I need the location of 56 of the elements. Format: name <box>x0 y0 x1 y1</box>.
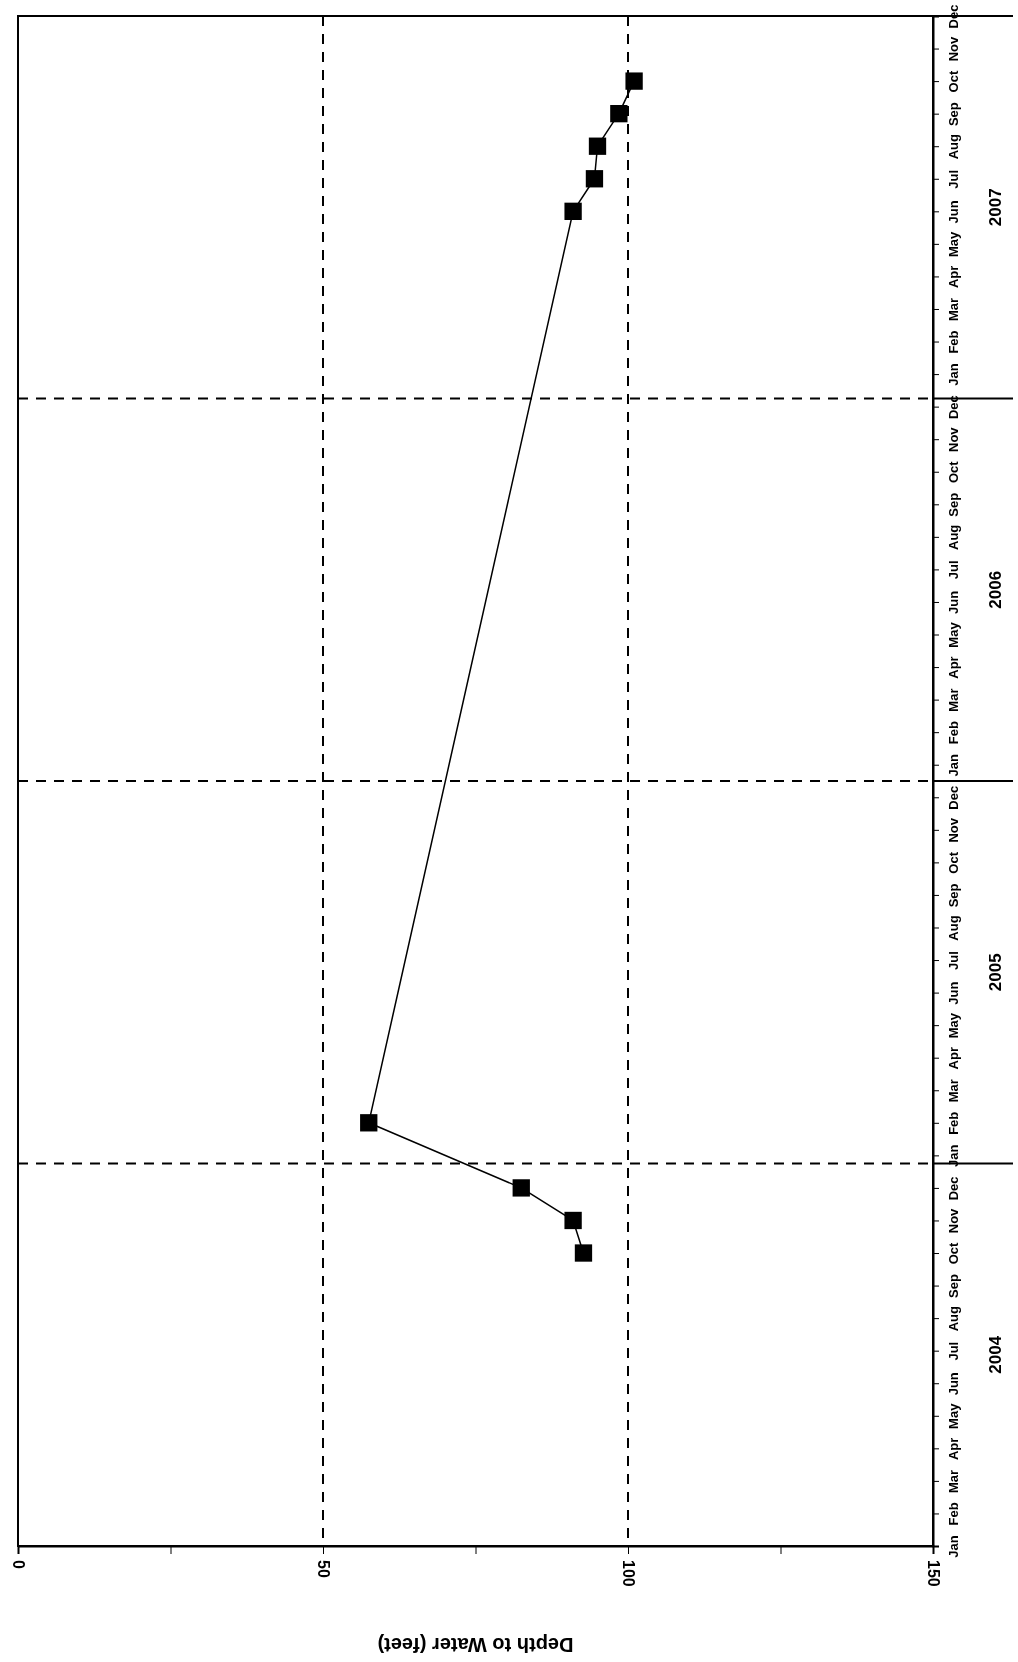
y-tick-label: Feb <box>945 1502 961 1526</box>
y-tick-label: May <box>945 1012 961 1039</box>
y-tick-label: Nov <box>945 817 961 843</box>
y-tick-label: Jun <box>945 1372 961 1396</box>
y-tick-label: May <box>945 1402 961 1429</box>
x-tick-label: 0 <box>9 1560 27 1569</box>
y-tick-label: Oct <box>945 460 961 484</box>
y-tick-label: Apr <box>945 1047 961 1070</box>
text: 2005 <box>985 953 1005 992</box>
x-axis-title: Depth to Water (feet) <box>377 1634 574 1656</box>
y-tick-label: Oct <box>945 851 961 874</box>
y-tick-label: May <box>945 621 961 648</box>
y-tick-label: Nov <box>945 426 961 452</box>
y-tick-label: May <box>945 230 961 258</box>
x-tick-label: 100 <box>619 1560 637 1587</box>
y-tick-label: Feb <box>945 330 961 354</box>
text: 2007 <box>985 188 1005 227</box>
y-tick-label: Sep <box>945 883 961 908</box>
text: 2004 <box>985 1335 1005 1374</box>
y-tick-label: Apr <box>945 656 961 679</box>
text: 2006 <box>985 570 1005 609</box>
y-tick-label: Jul <box>945 1341 961 1361</box>
y-tick-label: Mar <box>945 297 961 322</box>
x-tick-label: 50 <box>314 1560 332 1578</box>
y-tick-label: Mar <box>945 1079 961 1103</box>
y-tick-label: Jun <box>945 981 961 1005</box>
y-tick-label: Jan <box>945 1144 961 1168</box>
y-tick-label: Feb <box>945 1111 961 1135</box>
y-tick-label: Jul <box>945 951 961 970</box>
y-tick-label: Dec <box>945 395 961 420</box>
y-tick-label: Jun <box>945 590 961 615</box>
y-tick-label: Oct <box>945 1242 961 1265</box>
y-tick-label: Sep <box>945 1274 961 1298</box>
y-tick-label: Jan <box>945 753 961 777</box>
y-tick-label: Oct <box>945 70 961 93</box>
y-tick-label: Nov <box>945 36 961 62</box>
x-tick-label: 150 <box>924 1560 942 1587</box>
y-tick-label: Dec <box>945 785 961 810</box>
y-tick-label: Jul <box>945 169 961 189</box>
y-tick-label: Feb <box>945 721 961 745</box>
y-tick-label: Jun <box>945 200 961 224</box>
y-tick-label: Aug <box>945 524 961 550</box>
y-tick-label: Jan <box>945 1535 961 1558</box>
y-tick-label: Mar <box>945 688 961 712</box>
y-tick-label: Jul <box>945 560 961 580</box>
y-tick-label: Aug <box>945 915 961 941</box>
y-tick-label: Mar <box>945 1469 961 1493</box>
y-tick-label: Nov <box>945 1207 961 1234</box>
y-tick-label: Apr <box>945 1437 961 1461</box>
y-tick-label: Aug <box>945 134 961 160</box>
y-tick-label: Dec <box>945 1176 961 1201</box>
y-tick-label: Aug <box>945 1305 961 1332</box>
y-tick-label: Apr <box>945 265 961 289</box>
y-tick-label: Sep <box>945 102 961 127</box>
y-tick-label: Sep <box>945 492 961 517</box>
y-tick-label: Jan <box>945 363 961 386</box>
